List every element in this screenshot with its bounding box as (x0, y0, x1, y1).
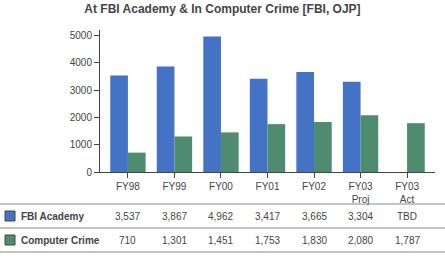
svg-text:5000: 5000 (70, 30, 93, 41)
svg-text:1,830: 1,830 (302, 235, 327, 246)
svg-text:3000: 3000 (70, 85, 93, 96)
svg-text:1,753: 1,753 (255, 235, 280, 246)
svg-text:1,451: 1,451 (208, 235, 233, 246)
svg-text:2000: 2000 (70, 112, 93, 123)
svg-text:FBI Academy: FBI Academy (21, 211, 84, 222)
svg-text:3,537: 3,537 (115, 211, 140, 222)
svg-text:710: 710 (119, 235, 136, 246)
svg-text:FY03Act: FY03Act (395, 181, 419, 205)
svg-text:TBD: TBD (397, 211, 417, 222)
svg-text:1,301: 1,301 (162, 235, 187, 246)
svg-text:3,304: 3,304 (348, 211, 373, 222)
svg-text:4000: 4000 (70, 57, 93, 68)
svg-text:1000: 1000 (70, 139, 93, 150)
svg-text:At FBI Academy & In Computer C: At FBI Academy & In Computer Crime [FBI,… (84, 2, 360, 16)
svg-text:Computer Crime: Computer Crime (21, 235, 100, 246)
svg-text:3,417: 3,417 (255, 211, 280, 222)
svg-text:FY99: FY99 (162, 181, 186, 192)
svg-text:4,962: 4,962 (208, 211, 233, 222)
svg-text:FY01: FY01 (256, 181, 280, 192)
svg-text:FY03Proj: FY03Proj (349, 181, 373, 205)
svg-text:FY98: FY98 (116, 181, 140, 192)
svg-text:FY00: FY00 (209, 181, 233, 192)
svg-text:1,787: 1,787 (395, 235, 420, 246)
svg-text:FY02: FY02 (302, 181, 326, 192)
svg-text:3,867: 3,867 (162, 211, 187, 222)
svg-text:3,665: 3,665 (302, 211, 327, 222)
svg-text:0: 0 (86, 167, 92, 178)
svg-text:2,080: 2,080 (348, 235, 373, 246)
